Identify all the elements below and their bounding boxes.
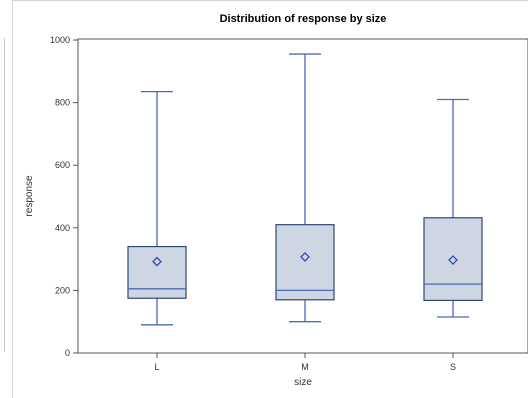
plot-area [77, 38, 528, 354]
iqr-box [127, 245, 187, 299]
y-tick-label: 1000 [50, 35, 70, 45]
y-tick-label: 600 [55, 160, 70, 170]
chart-frame [12, 0, 528, 398]
x-tick-label: M [301, 362, 309, 372]
x-axis-label: size [294, 377, 312, 388]
y-tick-label: 0 [65, 348, 70, 358]
x-tick-label: S [450, 362, 456, 372]
left-panel-edge [0, 38, 5, 352]
box-series [127, 53, 483, 326]
mean-marker [300, 251, 310, 262]
iqr-box [423, 217, 483, 302]
y-tick-label: 400 [55, 223, 70, 233]
iqr-box [275, 224, 335, 301]
box-l [127, 90, 187, 326]
box-m [275, 53, 335, 323]
chart-title: Distribution of response by size [220, 13, 387, 25]
x-tick-label: L [154, 362, 159, 372]
y-axis: 0 200 400 600 800 1000 [50, 35, 78, 358]
mean-marker [448, 255, 458, 265]
y-tick-label: 200 [55, 285, 70, 295]
box-s [423, 98, 483, 318]
y-tick-label: 800 [55, 98, 70, 108]
y-axis-label: response [24, 175, 35, 217]
mean-marker [152, 256, 162, 267]
